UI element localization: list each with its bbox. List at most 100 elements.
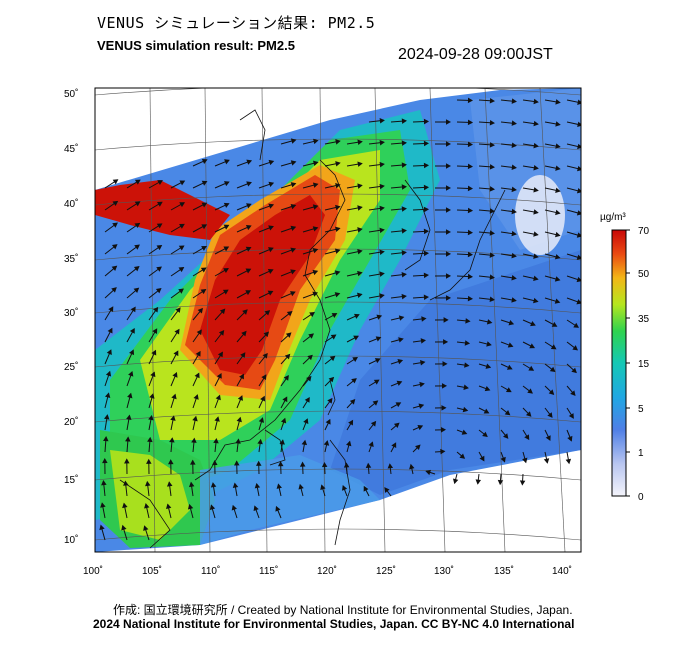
wind-arrow-head: [577, 143, 581, 150]
lon-label: 140˚: [552, 565, 572, 577]
wind-arrow-head: [196, 329, 202, 336]
wind-arrow-head: [285, 332, 292, 338]
lon-label: 125˚: [376, 565, 396, 577]
wind-arrow-head: [268, 203, 275, 209]
wind-arrow-head: [101, 480, 107, 486]
wind-arrow-head: [357, 183, 363, 189]
wind-arrow-head: [545, 435, 551, 441]
wind-arrow-head: [489, 164, 495, 170]
wind-arrow-head: [335, 182, 341, 189]
wind-arrow-head: [555, 99, 561, 105]
wind-arrow-head: [313, 138, 319, 145]
wind-arrow-head: [467, 207, 474, 214]
lat-label: 45˚: [64, 143, 78, 155]
wind-arrow-head: [200, 289, 207, 295]
wind-arrow-head: [224, 159, 230, 165]
wind-arrow-head: [465, 318, 471, 324]
wind-arrow-head: [503, 433, 509, 439]
wind-arrow-head: [103, 436, 109, 442]
wind-arrow-head: [489, 142, 495, 148]
wind-arrow-head: [223, 202, 230, 208]
wind-arrow-head: [112, 222, 118, 228]
wind-arrow-head: [533, 98, 539, 105]
wind-arrow-head: [533, 231, 539, 237]
wind-arrow-head: [467, 251, 474, 258]
lon-label: 110˚: [201, 565, 220, 577]
wind-arrow-head: [484, 385, 491, 392]
wind-arrow-head: [267, 290, 274, 296]
wind-arrow-head: [507, 342, 514, 348]
wind-arrow-head: [365, 462, 372, 469]
lat-label: 40˚: [64, 198, 78, 210]
wind-arrow-head: [467, 163, 474, 170]
wind-arrow-head: [312, 248, 319, 254]
wind-arrow-head: [245, 290, 252, 296]
wind-arrow-head: [423, 206, 430, 213]
wind-arrow-head: [128, 370, 134, 377]
wind-arrow-head: [267, 268, 274, 274]
wind-arrow-head: [264, 310, 271, 316]
wind-arrow-head: [576, 254, 581, 260]
wind-arrow-head: [417, 425, 424, 431]
wind-vectors: [99, 97, 581, 541]
wind-arrow-head: [555, 187, 561, 193]
lat-label: 50˚: [64, 88, 78, 100]
wind-arrow-head: [102, 457, 108, 464]
wind-arrow-head: [173, 350, 179, 357]
wind-arrow-head: [104, 392, 111, 399]
wind-arrow-head: [240, 352, 246, 358]
wind-arrow-head: [577, 99, 581, 105]
wind-arrow-head: [201, 245, 207, 251]
wind-arrow-head: [231, 504, 237, 511]
wind-arrow-head: [327, 397, 333, 404]
wind-arrow-head: [420, 360, 426, 366]
wind-arrow-head: [155, 288, 162, 294]
wind-arrow-head: [533, 253, 539, 259]
wind-arrow-head: [190, 459, 196, 465]
wind-arrow-head: [555, 143, 561, 149]
wind-arrow-head: [134, 222, 141, 229]
wind-arrow-head: [261, 374, 267, 381]
wind-arrow-head: [464, 340, 471, 346]
wind-arrow-head: [401, 250, 407, 256]
wind-arrow-head: [280, 417, 287, 424]
wind-arrow-head: [330, 334, 337, 340]
wind-arrow-head: [257, 438, 263, 445]
wind-arrow-head: [290, 247, 297, 253]
wind-arrow-head: [223, 246, 230, 252]
wind-arrow-head: [445, 273, 452, 279]
wind-arrow-head: [143, 525, 149, 531]
wind-arrow-head: [223, 224, 230, 230]
wind-arrow-head: [111, 287, 117, 293]
wind-arrow-head: [467, 141, 474, 148]
wind-arrow-head: [440, 448, 446, 455]
wind-arrow-head: [464, 362, 470, 368]
wind-arrow-head: [548, 389, 555, 395]
wind-arrow-head: [401, 228, 407, 234]
wind-arrow-head: [441, 383, 448, 389]
wind-arrow-head: [357, 227, 363, 233]
wind-arrow-head: [165, 503, 172, 510]
wind-arrow-head: [370, 420, 377, 427]
wind-arrow-head: [462, 406, 469, 413]
wind-arrow-head: [298, 483, 304, 490]
wind-arrow-head: [246, 203, 252, 209]
wind-arrow-head: [210, 482, 217, 488]
wind-arrow-head: [445, 207, 452, 213]
wind-arrow-head: [246, 181, 252, 187]
wind-arrow-head: [511, 230, 517, 237]
wind-arrow-head: [489, 274, 495, 280]
wind-arrow-head: [124, 458, 130, 464]
colorbar-ramp: [611, 229, 627, 497]
wind-arrow-head: [459, 453, 466, 459]
wind-arrow-head: [201, 158, 208, 164]
wind-arrow-head: [423, 140, 430, 147]
wind-arrow-head: [396, 380, 403, 386]
wind-arrow-head: [166, 481, 173, 487]
wind-arrow-head: [467, 273, 474, 280]
wind-arrow-head: [171, 393, 177, 400]
wind-arrow-head: [554, 276, 561, 282]
wind-arrow-head: [483, 408, 490, 414]
wind-arrow-head: [242, 309, 248, 315]
